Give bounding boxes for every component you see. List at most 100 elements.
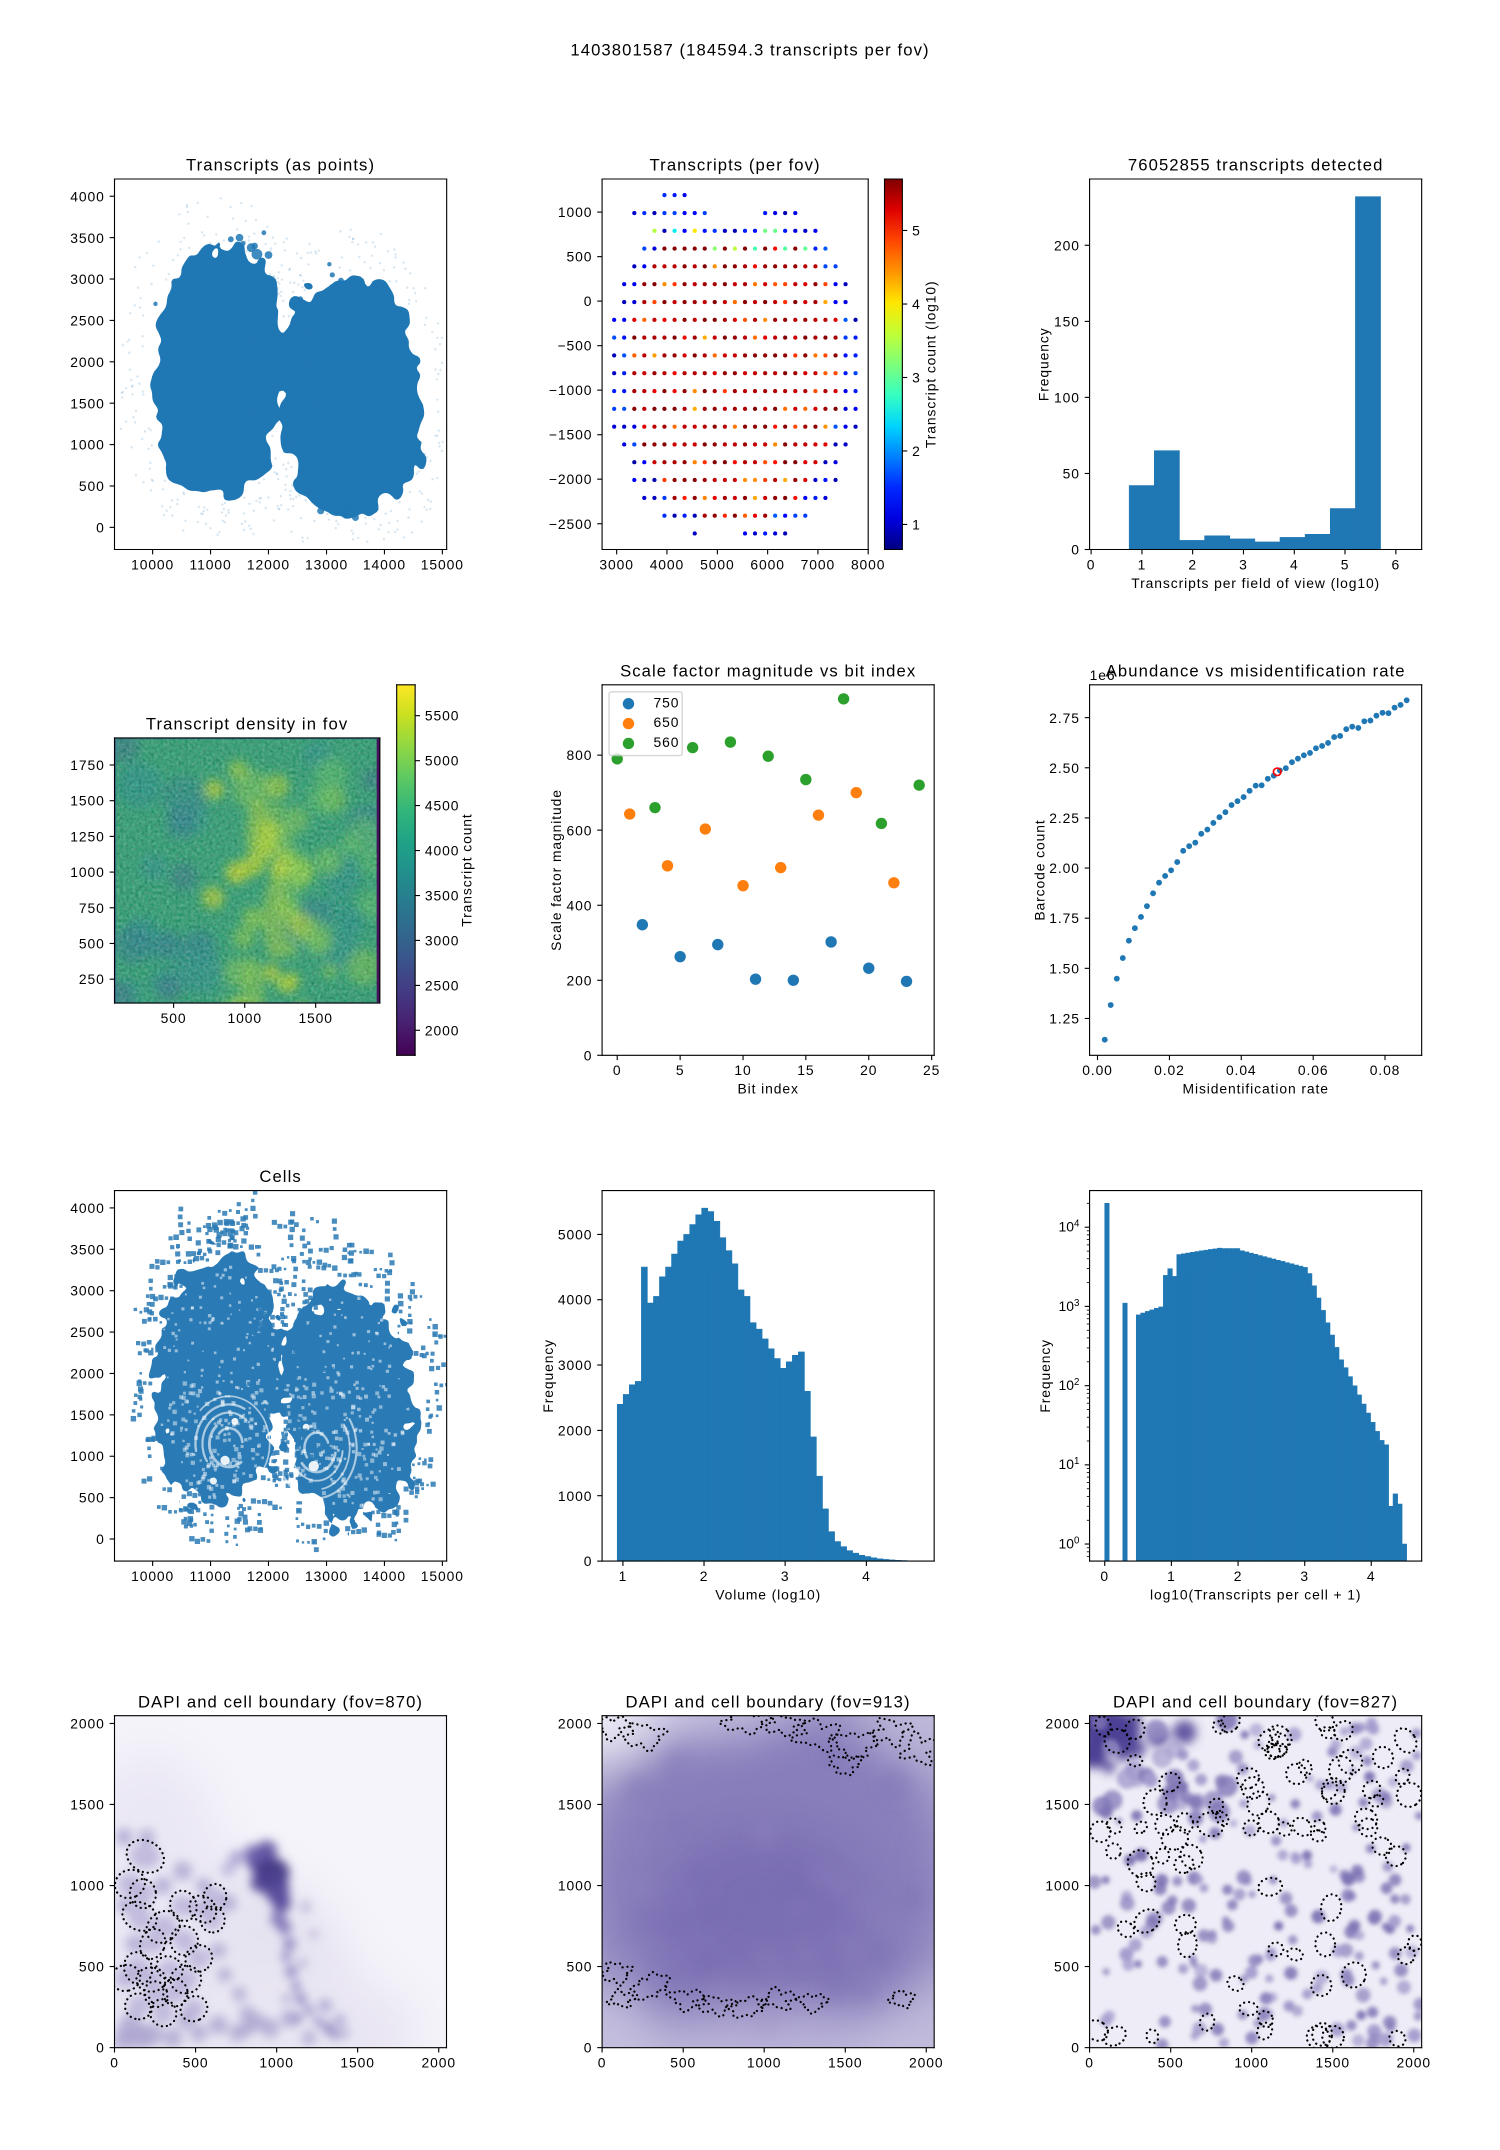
svg-text:10000: 10000: [131, 556, 174, 572]
svg-text:2500: 2500: [425, 977, 459, 993]
svg-text:4: 4: [862, 1568, 871, 1584]
svg-text:5000: 5000: [700, 556, 734, 572]
svg-text:3: 3: [781, 1568, 790, 1584]
svg-text:0.04: 0.04: [1226, 1062, 1257, 1078]
svg-text:1 0 2: 1 0 2: [1058, 1370, 1083, 1395]
svg-text:Transcript count (log10): Transcript count (log10): [922, 280, 938, 448]
svg-text:5000: 5000: [425, 753, 459, 769]
svg-text:8000: 8000: [851, 556, 885, 572]
svg-text:1.25: 1.25: [1049, 1010, 1080, 1026]
svg-text:2: 2: [700, 1568, 709, 1584]
svg-text:0: 0: [96, 520, 105, 536]
svg-text:1 0 1: 1 0 1: [1058, 1449, 1083, 1474]
svg-text:2.75: 2.75: [1049, 710, 1080, 726]
svg-text:500: 500: [79, 1959, 105, 1975]
svg-text:Misidentification rate: Misidentification rate: [1183, 1081, 1329, 1097]
svg-text:3: 3: [1239, 556, 1248, 572]
svg-text:DAPI and cell boundary (fov=87: DAPI and cell boundary (fov=870): [138, 1692, 423, 1711]
svg-text:2: 2: [912, 443, 921, 459]
svg-text:1.50: 1.50: [1049, 960, 1080, 976]
svg-text:560: 560: [653, 734, 679, 750]
svg-text:800: 800: [567, 747, 593, 763]
svg-text:2.25: 2.25: [1049, 810, 1080, 826]
svg-text:1500: 1500: [1045, 1797, 1079, 1813]
svg-text:200: 200: [567, 972, 593, 988]
svg-text:14000: 14000: [363, 1568, 406, 1584]
svg-text:−1500: −1500: [549, 427, 592, 443]
svg-text:1500: 1500: [298, 1010, 332, 1026]
svg-text:500: 500: [79, 1490, 105, 1506]
svg-text:Scale factor magnitude: Scale factor magnitude: [548, 789, 564, 951]
svg-text:5000: 5000: [558, 1226, 592, 1242]
svg-text:500: 500: [161, 1010, 187, 1026]
svg-text:1 0 0: 1 0 0: [1058, 1529, 1083, 1554]
svg-text:4500: 4500: [425, 798, 459, 814]
svg-text:3000: 3000: [70, 1283, 104, 1299]
svg-text:14000: 14000: [363, 556, 406, 572]
svg-text:500: 500: [567, 1959, 593, 1975]
svg-text:500: 500: [1158, 2055, 1184, 2071]
svg-text:1: 1: [1167, 1568, 1176, 1584]
svg-text:DAPI and cell boundary (fov=82: DAPI and cell boundary (fov=827): [1113, 1692, 1398, 1711]
svg-text:2.00: 2.00: [1049, 860, 1080, 876]
svg-text:2.50: 2.50: [1049, 760, 1080, 776]
svg-text:Scale factor magnitude vs bit: Scale factor magnitude vs bit index: [620, 662, 916, 681]
svg-text:2000: 2000: [422, 2055, 456, 2071]
svg-text:11000: 11000: [190, 1568, 232, 1584]
svg-text:0: 0: [110, 2055, 119, 2071]
svg-text:4000: 4000: [70, 1200, 104, 1216]
svg-text:12000: 12000: [247, 1568, 290, 1584]
svg-text:500: 500: [79, 478, 105, 494]
svg-text:1000: 1000: [70, 864, 104, 880]
svg-text:3: 3: [1300, 1568, 1309, 1584]
svg-text:12000: 12000: [247, 556, 290, 572]
svg-text:11000: 11000: [190, 556, 232, 572]
svg-text:0.02: 0.02: [1154, 1062, 1185, 1078]
svg-text:1500: 1500: [70, 1797, 104, 1813]
svg-text:3000: 3000: [599, 556, 633, 572]
svg-text:7000: 7000: [801, 556, 835, 572]
svg-text:0.00: 0.00: [1082, 1062, 1113, 1078]
svg-text:Transcript count: Transcript count: [458, 813, 474, 926]
svg-text:76052855 transcripts detected: 76052855 transcripts detected: [1128, 156, 1384, 175]
svg-text:150: 150: [1054, 313, 1080, 329]
svg-text:1e6: 1e6: [1090, 667, 1116, 683]
svg-text:10: 10: [734, 1062, 751, 1078]
svg-text:50: 50: [1063, 465, 1080, 481]
svg-text:−500: −500: [557, 338, 592, 354]
svg-text:2: 2: [1234, 1568, 1243, 1584]
svg-text:3500: 3500: [425, 888, 459, 904]
svg-text:1750: 1750: [70, 757, 104, 773]
svg-text:5500: 5500: [425, 708, 459, 724]
svg-text:1 0 3: 1 0 3: [1058, 1291, 1083, 1316]
svg-text:4000: 4000: [70, 188, 104, 204]
svg-text:4000: 4000: [558, 1292, 592, 1308]
svg-text:5: 5: [676, 1062, 685, 1078]
svg-text:15: 15: [797, 1062, 814, 1078]
svg-text:2: 2: [1188, 556, 1197, 572]
svg-text:500: 500: [1054, 1959, 1080, 1975]
svg-text:4: 4: [1367, 1568, 1376, 1584]
svg-text:1000: 1000: [558, 1488, 592, 1504]
svg-text:2500: 2500: [70, 313, 104, 329]
svg-text:DAPI and cell boundary (fov=91: DAPI and cell boundary (fov=913): [625, 1692, 910, 1711]
svg-text:Abundance vs misidentification: Abundance vs misidentification rate: [1106, 662, 1406, 681]
svg-text:5: 5: [912, 223, 921, 239]
svg-text:Transcript density in fov: Transcript density in fov: [146, 715, 348, 734]
svg-text:1000: 1000: [558, 1878, 592, 1894]
svg-text:Frequency: Frequency: [1037, 1339, 1053, 1413]
svg-text:1500: 1500: [70, 395, 104, 411]
svg-text:3000: 3000: [558, 1357, 592, 1373]
svg-text:1: 1: [912, 517, 921, 533]
svg-text:650: 650: [653, 714, 679, 730]
svg-text:−2500: −2500: [549, 516, 592, 532]
svg-text:Bit index: Bit index: [738, 1081, 799, 1097]
svg-text:3000: 3000: [70, 271, 104, 287]
svg-text:500: 500: [183, 2055, 209, 2071]
svg-text:2000: 2000: [1045, 1715, 1079, 1731]
svg-text:1500: 1500: [70, 1407, 104, 1423]
svg-text:1000: 1000: [1045, 1878, 1079, 1894]
svg-text:750: 750: [79, 900, 105, 916]
svg-text:750: 750: [653, 694, 679, 710]
svg-text:6: 6: [1392, 556, 1401, 572]
